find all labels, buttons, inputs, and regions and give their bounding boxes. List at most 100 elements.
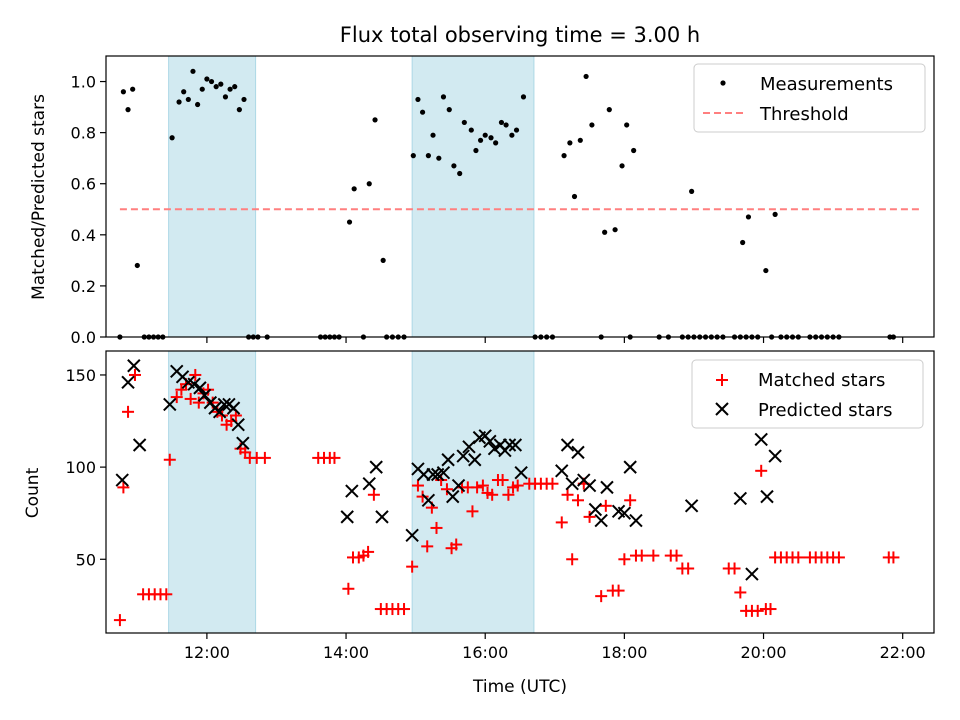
predicted-point-59: [684, 499, 699, 513]
measurement-point-61: [493, 140, 499, 146]
predicted-point-32: [446, 489, 460, 504]
matched-point-13: [184, 392, 197, 405]
bottom-panel: 50 100 150 12:00 14:00 16:00 18:00 20:00 22:00: [65, 350, 935, 662]
measurement-point-21: [222, 94, 229, 100]
measurement-point-100: [745, 214, 752, 220]
matched-point-3: [128, 368, 141, 381]
measurement-point-54: [457, 170, 463, 177]
predicted-point-23: [375, 510, 389, 524]
top-y-axis-label: Matched/Predicted stars: [29, 94, 49, 300]
bottom-plot-frame: [105, 350, 935, 634]
matched-point-77: [595, 590, 608, 603]
measurement-point-76: [589, 122, 595, 128]
measurement-point-22: [227, 86, 233, 92]
matched-point-72: [561, 488, 574, 501]
matched-point-89: [682, 562, 695, 575]
matched-point-76: [583, 510, 596, 523]
measurement-point-52: [446, 107, 452, 113]
predicted-point-2: [127, 359, 141, 373]
x-tick-label-1: 14:00: [323, 643, 369, 662]
shaded-interval-2: [411, 55, 535, 338]
measurement-point-59: [482, 132, 488, 138]
predicted-point-0: [115, 473, 129, 487]
predicted-point-47: [560, 438, 575, 452]
x-tick-label-5: 22:00: [880, 643, 926, 662]
matched-point-84: [635, 549, 648, 562]
shaded-interval-2: [411, 350, 535, 634]
predicted-point-53: [594, 513, 608, 528]
y-tick-label-0-2: 0.4: [71, 226, 96, 245]
legend-threshold-label: Threshold: [759, 104, 849, 125]
predicted-point-18: [236, 436, 250, 450]
predicted-point-17: [231, 418, 245, 432]
predicted-point-40: [487, 441, 502, 456]
predicted-point-19: [340, 510, 354, 524]
measurement-point-3: [130, 86, 136, 92]
measurement-point-82: [631, 147, 637, 154]
x-tick-label-2: 16:00: [462, 643, 508, 662]
matched-point-63: [502, 488, 515, 501]
bottom-legend-frame: [691, 359, 924, 429]
predicted-point-4: [163, 397, 177, 412]
matched-point-82: [624, 494, 637, 507]
matched-point-0: [113, 614, 126, 627]
matched-point-51: [440, 483, 453, 496]
y-tick-label-0-4: 0.8: [71, 124, 96, 143]
predicted-point-1: [121, 375, 135, 390]
measurement-point-40: [380, 257, 386, 263]
legend-measurements-marker: [720, 80, 726, 86]
predicted-point-30: [436, 465, 451, 480]
y-tick-label-1-2: 150: [65, 366, 96, 385]
predicted-point-27: [421, 493, 436, 508]
predicted-point-58: [629, 513, 643, 528]
matched-point-15: [192, 396, 205, 409]
predicted-point-14: [217, 397, 231, 412]
measurement-point-75: [583, 73, 589, 80]
predicted-point-56: [617, 506, 632, 520]
matched-point-28: [258, 451, 271, 464]
measurement-point-18: [208, 78, 215, 85]
matched-point-46: [416, 490, 429, 503]
predicted-point-43: [502, 438, 517, 452]
matched-point-1: [117, 481, 130, 494]
matched-point-95: [751, 604, 764, 617]
measurement-point-104: [763, 267, 769, 274]
measurement-point-81: [624, 122, 630, 128]
predicted-point-28: [426, 467, 440, 482]
predicted-point-45: [514, 465, 528, 480]
top-panel: 0.0 0.2 0.4 0.6 0.8 1.0: [71, 55, 935, 347]
matched-point-49: [430, 521, 443, 534]
predicted-point-36: [468, 453, 482, 467]
measurement-point-63: [503, 122, 509, 128]
matched-point-81: [618, 553, 631, 566]
measurement-point-47: [419, 109, 426, 115]
top-legend: Measurements Threshold: [693, 63, 926, 133]
measurement-point-66: [520, 94, 527, 100]
measurement-point-71: [561, 153, 567, 159]
x-tick-label-3: 18:00: [601, 643, 647, 662]
measurement-point-106: [772, 211, 778, 217]
measurement-point-38: [366, 181, 372, 187]
matched-point-109: [832, 551, 845, 564]
matched-point-92: [734, 586, 747, 599]
measurement-point-65: [513, 127, 520, 133]
matched-point-56: [466, 505, 479, 518]
measurement-point-11: [176, 99, 182, 105]
measurement-point-17: [204, 76, 210, 82]
measurement-point-51: [440, 94, 447, 100]
predicted-point-13: [212, 405, 227, 419]
matched-point-74: [571, 494, 584, 507]
predicted-point-52: [588, 502, 603, 517]
measurement-point-4: [134, 262, 140, 269]
matched-point-71: [555, 516, 568, 529]
predicted-point-10: [197, 388, 212, 402]
measurement-point-79: [612, 227, 618, 233]
measurement-point-89: [689, 188, 695, 194]
matched-point-47: [421, 540, 434, 553]
matched-point-2: [122, 405, 135, 418]
measurement-point-57: [473, 147, 479, 154]
legend-predicted-label: Predicted stars: [758, 400, 892, 421]
predicted-point-60: [733, 491, 748, 506]
matched-point-111: [887, 551, 900, 564]
